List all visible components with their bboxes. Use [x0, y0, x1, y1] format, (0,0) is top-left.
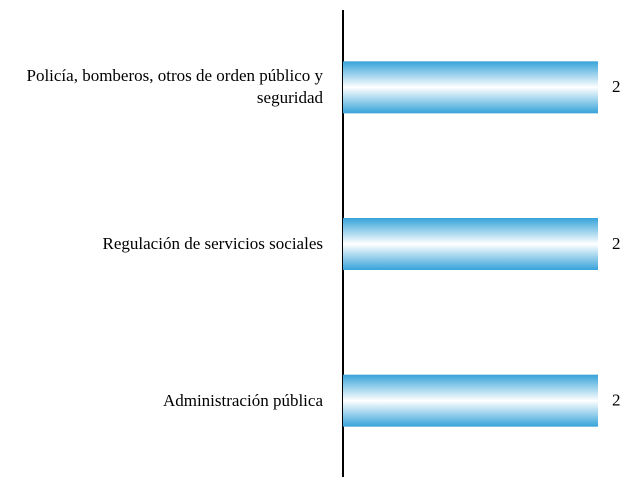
value-label: 2 — [612, 391, 621, 410]
category-label: Regulación de servicios sociales — [102, 234, 323, 253]
category-label: Administración pública — [162, 390, 323, 410]
value-label: 2 — [612, 234, 621, 253]
bar — [343, 218, 598, 270]
bar — [343, 374, 598, 427]
bar — [343, 61, 598, 114]
category-label: Policía, bomberos, otros de orden públic… — [26, 66, 323, 108]
value-label: 2 — [612, 77, 621, 96]
